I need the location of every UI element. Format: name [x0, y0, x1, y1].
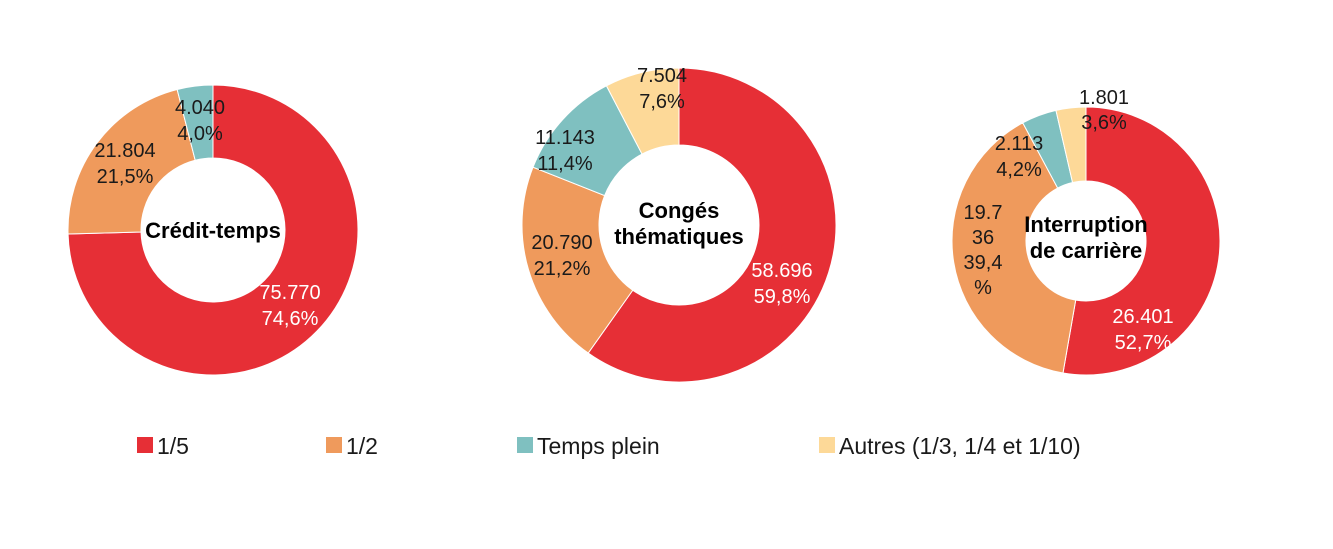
slice-1-2: [951, 122, 1077, 374]
slice-temps-plein: [176, 84, 214, 161]
data-label-1-2: 20.790 21,2%: [531, 232, 592, 280]
legend: 1/5 1/2 Temps plein Autres (1/3, 1/4 et 1/1…: [137, 433, 1081, 459]
slice-1-5: [587, 67, 837, 383]
legend-label-temps-plein: Temps plein: [537, 433, 660, 459]
legend-swatch-1-2: [326, 437, 342, 453]
legend-label-1-5: 1/5: [157, 433, 189, 459]
data-label-1-5: 58.696 59,8%: [751, 260, 812, 308]
slice-autres-1-3-1-4-et-1-10: [1055, 106, 1087, 184]
data-label-temps-plein: 4.040 4,0%: [175, 97, 225, 145]
data-label-autres-1-3-1-4-et-1-10: 7.504 7,6%: [637, 65, 687, 113]
data-label-1-5: 26.401 52,7%: [1112, 306, 1173, 354]
data-label-1-2: 19.7 36 39,4%: [964, 202, 1003, 299]
data-label-1-5: 75.770 74,6%: [259, 282, 320, 330]
slice-1-2: [521, 166, 634, 354]
donut-chart-1: 75.770 74,6% 21.804 21,5% 4.040 4,0% Crédit-te…: [67, 84, 359, 376]
legend-label-1-2: 1/2: [346, 433, 378, 459]
donut-center-title: Interruption de carrière: [1024, 212, 1147, 263]
slice-1-5: [67, 84, 359, 376]
data-label-autres-1-3-1-4-et-1-10: 1.801 3,6%: [1079, 87, 1129, 134]
donut-center-title: Congés thématiques: [614, 198, 744, 249]
legend-label-autres-1-3-1-4-et-1-10: Autres (1/3, 1/4 et 1/10): [839, 433, 1081, 459]
legend-swatch-temps-plein: [517, 437, 533, 453]
data-label-temps-plein: 11.143 11,4%: [535, 127, 595, 175]
data-label-1-2: 21.804 21,5%: [94, 140, 155, 188]
legend-swatch-autres-1-3-1-4-et-1-10: [819, 437, 835, 453]
donut-center-title: Crédit-temps: [145, 218, 281, 243]
donut-chart-2: 58.696 59,8% 20.790 21,2% 11.143 11,4% 7.504 7,…: [521, 65, 837, 383]
slice-autres-1-3-1-4-et-1-10: [605, 67, 680, 155]
slice-1-2: [67, 88, 196, 235]
slice-1-5: [1062, 106, 1221, 376]
data-label-temps-plein: 2.113 4,2%: [995, 133, 1044, 181]
legend-swatch-1-5: [137, 437, 153, 453]
donut-chart-3: 26.401 52,7% 19.7 36 39,4 % 2.113 4,2% 1.801 3,6%…: [951, 87, 1221, 376]
